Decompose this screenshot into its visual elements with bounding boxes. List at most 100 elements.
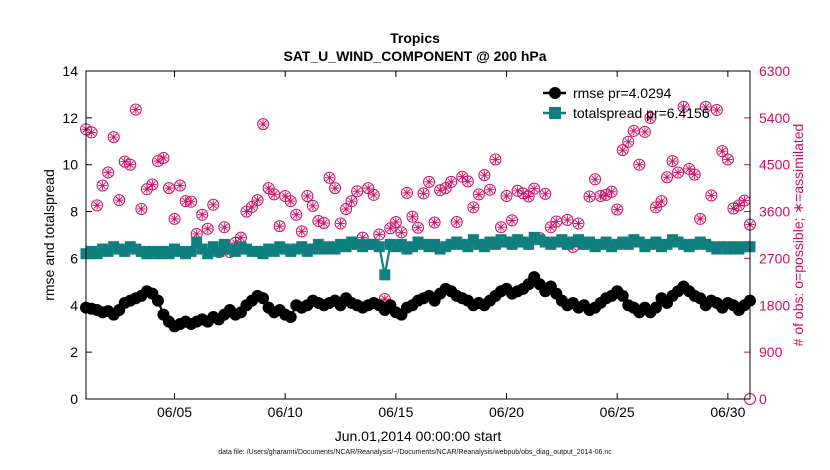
obs-marker	[522, 190, 535, 203]
totalspread-point	[263, 243, 275, 255]
totalspread-point	[246, 245, 258, 257]
x-tick-label: 06/20	[489, 404, 524, 420]
legend: rmse pr=4.0294 totalspread pr=6.4156	[543, 85, 710, 121]
obs-marker	[395, 226, 408, 239]
totalspread-point	[384, 238, 396, 250]
totalspread-point	[689, 238, 701, 250]
totalspread-point	[218, 238, 230, 250]
totalspread-point	[512, 234, 524, 246]
totalspread-point	[678, 238, 690, 250]
obs-marker	[85, 126, 98, 139]
totalspread-point	[478, 241, 490, 253]
obs-marker	[661, 171, 673, 184]
totalspread-point	[534, 234, 546, 246]
totalspread-point	[556, 234, 568, 246]
obs-marker	[489, 153, 502, 166]
obs-marker	[373, 228, 386, 241]
obs-marker	[146, 178, 159, 191]
obs-marker	[589, 173, 602, 186]
totalspread-point	[606, 241, 618, 253]
obs-marker	[550, 215, 563, 228]
legend-rmse-label: rmse pr=4.0294	[573, 85, 672, 101]
totalspread-point	[561, 238, 573, 250]
totalspread-point	[434, 243, 446, 255]
obs-marker	[655, 195, 668, 208]
y-tick-label: 14	[62, 63, 78, 79]
rmse-point	[257, 292, 270, 305]
obs-marker	[201, 222, 214, 235]
obs-marker	[627, 124, 640, 137]
totalspread-point	[395, 238, 407, 250]
chart-subtitle: SAT_U_WIND_COMPONENT @ 200 hPa	[283, 48, 547, 64]
obs-marker	[694, 212, 707, 225]
y2-tick-label: 900	[759, 344, 783, 360]
obs-marker	[605, 185, 618, 198]
totalspread-point	[207, 241, 219, 253]
obs-marker	[467, 201, 480, 214]
rmse-point	[284, 311, 297, 323]
totalspread-point	[440, 241, 452, 253]
totalspread-point	[661, 238, 673, 250]
obs-marker	[207, 198, 220, 211]
totalspread-point	[429, 238, 441, 250]
totalspread-point	[119, 245, 131, 257]
totalspread-point	[595, 238, 607, 250]
totalspread-point	[578, 238, 590, 250]
totalspread-point	[290, 243, 302, 255]
totalspread-point	[467, 234, 479, 246]
totalspread-point	[86, 245, 98, 257]
totalspread-point	[296, 241, 308, 253]
totalspread-point	[639, 241, 651, 253]
totalspread-point	[335, 238, 347, 250]
obs-marker	[406, 210, 419, 223]
totalspread-point	[423, 241, 435, 253]
totalspread-point	[135, 245, 147, 257]
totalspread-point	[362, 238, 374, 250]
obs-marker	[246, 200, 258, 213]
obs-marker	[412, 221, 424, 234]
obs-marker	[340, 202, 353, 215]
obs-marker	[135, 202, 148, 215]
totalspread-point	[484, 236, 496, 248]
obs-marker	[290, 208, 303, 221]
y-tick-label: 4	[70, 297, 78, 313]
obs-marker	[699, 100, 712, 113]
totalspread-point	[418, 238, 430, 250]
obs-marker	[124, 158, 137, 171]
obs-marker	[528, 182, 541, 195]
y-tick-label: 2	[70, 344, 78, 360]
obs-marker	[351, 185, 364, 198]
obs-marker	[506, 214, 519, 227]
totalspread-point	[727, 241, 739, 253]
y-tick-label: 12	[62, 110, 78, 126]
data-file-footer: data file: /Users/gharamti/Documents/NCA…	[218, 449, 612, 456]
obs-marker	[616, 144, 629, 157]
totalspread-point	[312, 238, 324, 250]
totalspread-point	[368, 238, 380, 250]
totalspread-point	[240, 243, 252, 255]
totalspread-point	[257, 248, 269, 260]
totalspread-point	[489, 238, 501, 250]
totalspread-point	[528, 231, 540, 243]
totalspread-point	[617, 236, 629, 248]
obs-marker	[445, 175, 458, 188]
obs-marker	[688, 168, 701, 181]
totalspread-point	[694, 236, 706, 248]
totalspread-point	[274, 241, 286, 253]
totalspread-point	[130, 243, 142, 255]
totalspread-point	[705, 241, 717, 253]
y2-tick-label: 3600	[759, 204, 790, 220]
totalspread-point	[108, 241, 120, 253]
obs-marker	[721, 153, 734, 166]
y2-tick-label: 2700	[759, 250, 790, 266]
totalspread-point	[146, 245, 158, 257]
x-tick-label: 06/15	[378, 404, 413, 420]
obs-marker	[583, 190, 596, 203]
totalspread-point	[644, 238, 656, 250]
x-tick-label: 06/10	[268, 404, 303, 420]
obs-marker	[96, 179, 109, 192]
obs-marker	[483, 183, 496, 196]
obs-marker	[251, 194, 264, 207]
totalspread-point	[97, 243, 109, 255]
totalspread-point	[180, 248, 192, 260]
